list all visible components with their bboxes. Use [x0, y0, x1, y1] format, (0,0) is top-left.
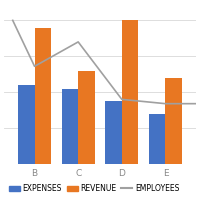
Bar	[105, 101, 122, 164]
Bar	[35, 28, 51, 164]
Legend: EXPENSES, REVENUE, EMPLOYEES: EXPENSES, REVENUE, EMPLOYEES	[6, 181, 182, 196]
Bar	[78, 71, 95, 164]
Bar	[165, 78, 182, 164]
Bar	[62, 89, 78, 164]
Bar	[18, 85, 35, 164]
Bar	[122, 20, 138, 164]
Bar	[149, 114, 165, 164]
